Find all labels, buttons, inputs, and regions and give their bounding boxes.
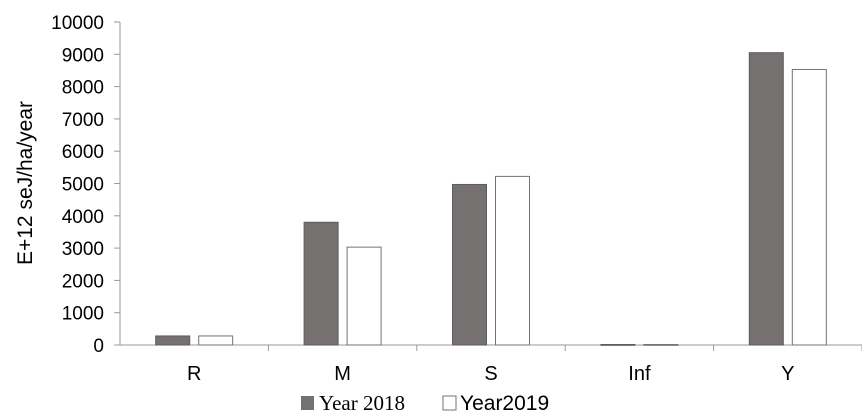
y-tick-label: 6000: [62, 142, 104, 163]
y-tick-label: 2000: [62, 271, 104, 292]
bar-2018-3: [600, 344, 636, 346]
legend-swatch-2019: [442, 395, 457, 411]
bar-2018-0: [155, 335, 191, 346]
x-tick-label: M: [334, 363, 351, 385]
legend-label-2019: Year2019: [460, 392, 549, 415]
legend: Year 2018 Year2019: [301, 391, 549, 415]
x-tick-label: S: [484, 363, 497, 385]
y-tick-label: 7000: [62, 110, 104, 131]
legend-label-2018: Year 2018: [319, 391, 405, 415]
y-ticks: 0 1000 2000 3000 4000 5000 6000 7000 8000 9000 100…: [51, 13, 120, 357]
bar-2018-2: [452, 183, 487, 346]
x-tick-label: Inf: [628, 363, 651, 385]
bar-2018-4: [748, 52, 784, 346]
y-axis-label: E+12 seJ/ha/year: [14, 101, 37, 265]
x-tick-label: R: [187, 363, 201, 385]
bars: [155, 52, 862, 351]
y-tick-label: 3000: [62, 239, 104, 260]
x-tick-label: Υ: [781, 363, 794, 385]
y-tick-label: 4000: [62, 207, 104, 228]
y-tick-label: 10000: [51, 13, 104, 34]
y-tick-label: 5000: [62, 175, 104, 196]
y-tick-label: 9000: [62, 45, 104, 66]
legend-swatch-2018: [301, 396, 314, 410]
bar-2019-4: [791, 68, 827, 346]
y-tick-label: 0: [93, 336, 104, 357]
x-labels: R M S Inf Υ: [187, 363, 794, 385]
bar-2019-3: [643, 344, 679, 346]
y-tick-label: 8000: [62, 78, 104, 99]
bar-2019-1: [346, 246, 382, 346]
bar-2019-2: [495, 175, 530, 346]
bar-2018-1: [303, 221, 339, 346]
y-tick-label: 1000: [62, 304, 104, 325]
bar-2019-0: [198, 335, 234, 346]
